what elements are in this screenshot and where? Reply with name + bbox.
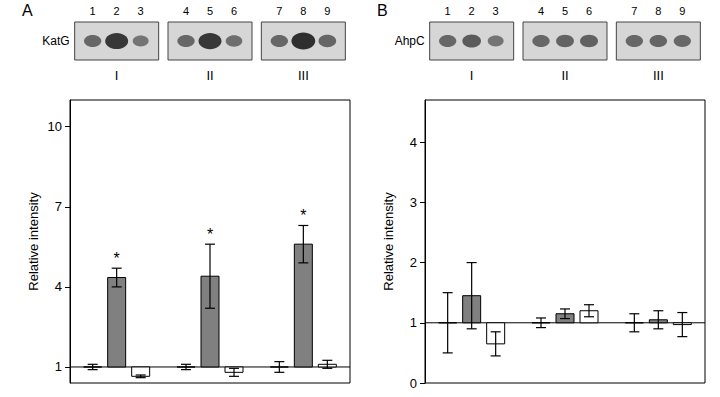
svg-text:3: 3 bbox=[138, 5, 144, 17]
svg-text:III: III bbox=[653, 68, 664, 83]
svg-text:1: 1 bbox=[55, 359, 62, 374]
svg-text:4: 4 bbox=[538, 5, 544, 17]
svg-text:5: 5 bbox=[207, 5, 213, 17]
svg-text:6: 6 bbox=[586, 5, 592, 17]
svg-text:9: 9 bbox=[324, 5, 330, 17]
svg-text:I: I bbox=[115, 68, 119, 83]
svg-text:Relative intensity: Relative intensity bbox=[26, 192, 41, 291]
svg-text:3: 3 bbox=[493, 5, 499, 17]
svg-text:7: 7 bbox=[276, 5, 282, 17]
svg-text:8: 8 bbox=[300, 5, 306, 17]
svg-text:6: 6 bbox=[231, 5, 237, 17]
svg-text:4: 4 bbox=[55, 279, 62, 294]
svg-text:2: 2 bbox=[410, 255, 417, 270]
svg-text:8: 8 bbox=[655, 5, 661, 17]
svg-text:0: 0 bbox=[410, 376, 417, 391]
svg-text:4: 4 bbox=[183, 5, 189, 17]
svg-text:2: 2 bbox=[114, 5, 120, 17]
svg-text:Relative intensity: Relative intensity bbox=[381, 192, 396, 291]
svg-text:9: 9 bbox=[679, 5, 685, 17]
svg-text:A: A bbox=[22, 2, 33, 19]
svg-text:KatG: KatG bbox=[42, 34, 69, 48]
svg-text:*: * bbox=[300, 207, 306, 224]
svg-text:AhpC: AhpC bbox=[395, 34, 425, 48]
svg-text:3: 3 bbox=[410, 195, 417, 210]
svg-text:1: 1 bbox=[410, 315, 417, 330]
svg-text:2: 2 bbox=[469, 5, 475, 17]
svg-text:1: 1 bbox=[90, 5, 96, 17]
svg-text:B: B bbox=[377, 2, 388, 19]
svg-text:I: I bbox=[470, 68, 474, 83]
svg-text:1: 1 bbox=[445, 5, 451, 17]
svg-text:III: III bbox=[298, 68, 309, 83]
svg-text:5: 5 bbox=[562, 5, 568, 17]
svg-text:II: II bbox=[206, 68, 213, 83]
svg-text:II: II bbox=[561, 68, 568, 83]
svg-text:*: * bbox=[114, 250, 120, 267]
svg-text:7: 7 bbox=[631, 5, 637, 17]
svg-text:*: * bbox=[207, 226, 213, 243]
svg-text:7: 7 bbox=[55, 199, 62, 214]
svg-text:10: 10 bbox=[48, 119, 62, 134]
svg-text:4: 4 bbox=[410, 135, 417, 150]
